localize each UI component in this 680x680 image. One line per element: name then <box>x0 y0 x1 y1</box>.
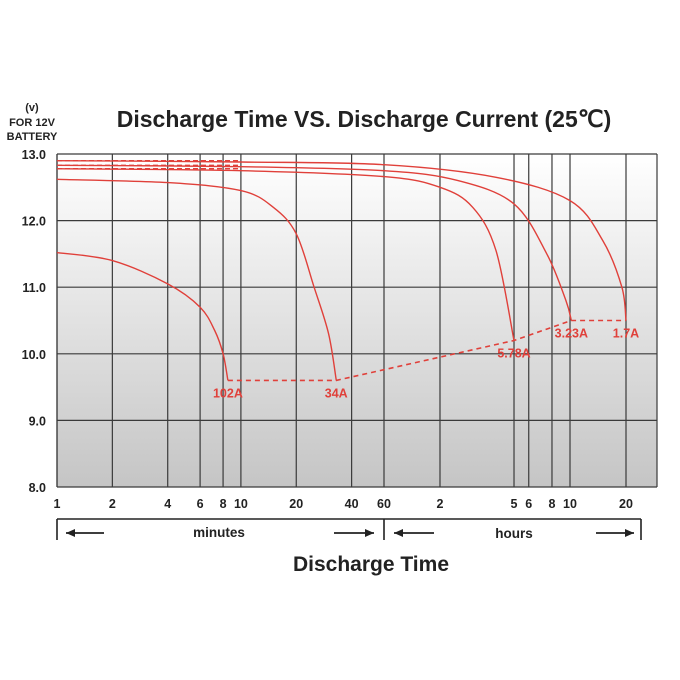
x-tick-label: 6 <box>197 497 204 511</box>
x-tick-label: 4 <box>164 497 171 511</box>
hours-right-arrowhead <box>625 529 634 537</box>
x-tick-label: 8 <box>220 497 227 511</box>
x-tick-label: 60 <box>377 497 391 511</box>
x-tick-label: 10 <box>234 497 248 511</box>
hours-left-arrowhead <box>394 529 403 537</box>
plot-area <box>57 154 657 487</box>
series-label-34A: 34A <box>325 386 348 400</box>
x-tick-label: 20 <box>289 497 303 511</box>
period-label-hours: hours <box>495 526 533 541</box>
series-label-1.7A: 1.7A <box>613 327 639 341</box>
period-bar: minutes hours <box>56 518 642 541</box>
x-tick-label: 20 <box>619 497 633 511</box>
x-tick-label: 10 <box>563 497 577 511</box>
y-tick-label: 9.0 <box>29 414 46 428</box>
curve-102A <box>56 251 229 381</box>
x-tick-label: 8 <box>549 497 556 511</box>
chart-title: Discharge Time VS. Discharge Current (25… <box>117 106 612 132</box>
period-label-minutes: minutes <box>193 525 245 540</box>
series-label-3.23A: 3.23A <box>555 327 588 341</box>
cutoff-voltage-line <box>227 319 626 382</box>
y-tick-label: 8.0 <box>29 481 46 495</box>
x-tick-labels: 1 2 4 6 8 10 20 40 60 2 5 6 8 10 20 <box>54 497 633 511</box>
y-axis-label-line-1: FOR 12V <box>9 117 56 129</box>
grid-lines <box>56 153 658 488</box>
x-tick-label: 5 <box>511 497 518 511</box>
x-tick-label: 2 <box>109 497 116 511</box>
minutes-left-arrowhead <box>66 529 75 537</box>
curve-3.23A <box>56 164 572 321</box>
curve-1.7A <box>56 160 627 321</box>
series-labels: 102A 34A 5.78A 3.23A 1.7A <box>213 327 639 401</box>
y-tick-label: 11.0 <box>22 281 46 295</box>
curve-5.78A <box>56 168 515 341</box>
y-axis-unit: (v) <box>25 102 39 114</box>
x-tick-label: 2 <box>437 497 444 511</box>
series-label-5.78A: 5.78A <box>497 346 530 360</box>
y-tick-label: 12.0 <box>22 215 46 229</box>
discharge-curves <box>56 159 627 381</box>
x-tick-label: 1 <box>54 497 61 511</box>
series-label-102A: 102A <box>213 386 243 400</box>
minutes-right-arrowhead <box>365 529 374 537</box>
y-tick-label: 13.0 <box>22 148 46 162</box>
y-axis-label-line-2: BATTERY <box>7 131 58 143</box>
x-tick-label: 40 <box>345 497 359 511</box>
x-tick-label: 6 <box>525 497 532 511</box>
x-axis-title: Discharge Time <box>293 553 449 576</box>
y-tick-labels: 8.0 9.0 10.0 11.0 12.0 13.0 <box>22 148 46 495</box>
curve-34A <box>56 178 337 381</box>
y-tick-label: 10.0 <box>22 348 46 362</box>
